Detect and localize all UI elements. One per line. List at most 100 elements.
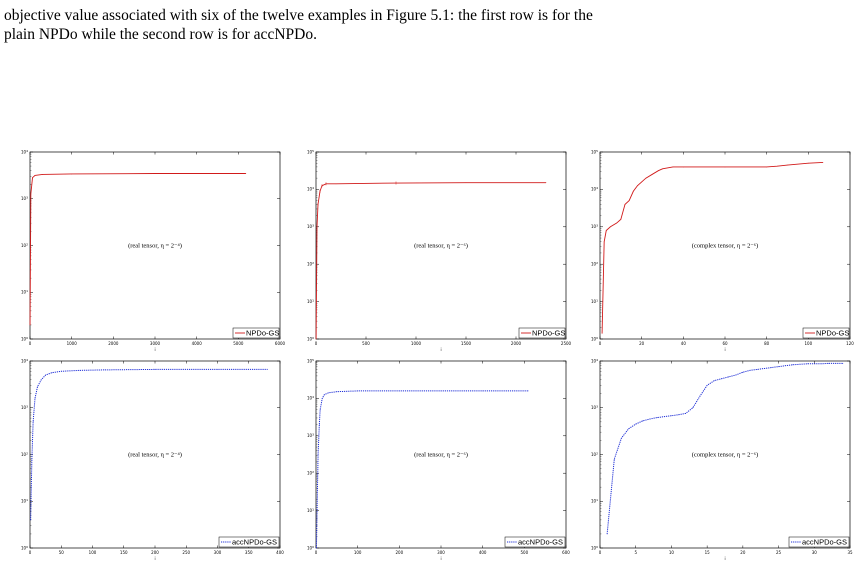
data-point [763,368,765,369]
y-tick-label: 100 [21,545,28,551]
plot-frame [315,151,567,340]
data-point [316,226,318,228]
x-tick-label: 300 [214,550,222,555]
x-tick-label: 50 [59,550,65,555]
data-point [336,391,338,393]
x-axis-label: i [724,347,725,352]
x-tick-label: 4000 [192,341,203,346]
x-axis-label: i [154,347,155,352]
data-point [766,166,768,168]
data-point [685,413,687,414]
data-point [822,162,824,163]
data-point [29,324,31,326]
data-point [656,417,658,418]
data-point [682,166,684,168]
legend-box [232,327,280,339]
data-point [104,369,106,371]
data-point [31,458,33,460]
data-point [692,407,694,409]
x-tick-label: 20 [740,550,746,555]
data-point [642,420,644,422]
y-tick-label: 104 [21,358,28,364]
y-tick-label: 104 [21,149,28,155]
data-point [154,173,156,174]
x-tick-label: 2000 [108,341,119,346]
data-point [321,398,323,399]
data-point [323,394,325,396]
y-tick-label: 105 [307,149,314,155]
data-point [813,363,815,365]
plot-annotation: (real tensor, η = 2⁻⁶) [414,243,468,250]
x-tick-label: 0 [315,341,318,346]
x-tick-label: 150 [120,550,128,555]
caption: objective value associated with six of t… [4,6,859,44]
x-tick-label: 500 [521,550,529,555]
data-point [482,390,484,392]
data-point [628,428,629,430]
data-point [645,177,647,179]
x-tick-label: 20 [639,341,645,346]
plot-annotation: (complex tensor, η = 2⁻⁶) [692,243,758,250]
data-point [806,363,808,365]
data-point [828,362,829,364]
x-tick-label: 600 [562,550,570,555]
plot-row1-col3: 0 20 40 60 80 100 120 i 100 101 102 103 104 105 (compl… [584,148,854,353]
x-tick-label: 60 [722,341,728,346]
x-tick-label: 100 [805,341,813,346]
x-tick-label: 0 [315,550,318,555]
y-tick-label: 102 [21,242,28,248]
y-tick-label: 101 [591,298,598,304]
data-point [663,416,665,417]
x-tick-label: 1500 [461,341,472,346]
data-point [632,190,634,192]
x-tick-label: 120 [846,341,854,346]
plot-annotation: (real tensor, η = 2⁻⁴) [128,452,182,459]
legend-box [788,536,850,548]
x-tick-label: 2000 [511,341,522,346]
data-point [610,226,611,228]
plot-annotation: (real tensor, η = 2⁻⁴) [128,243,182,250]
y-tick-label: 104 [307,186,314,192]
data-point [154,369,156,370]
x-tick-label: 5000 [233,341,244,346]
data-point [315,338,317,340]
y-tick-label: 100 [307,545,314,551]
data-point [713,380,715,381]
x-axis-label: i [440,347,441,352]
y-tick-label: 102 [307,470,314,476]
x-tick-label: 10 [669,550,675,555]
legend-label: NPDo-GS [816,329,849,338]
data-point [628,200,630,201]
data-point [328,392,329,394]
chart-svg: 0 50 100 150 200 250 300 350 400 i 100 101 102 103 104… [21,358,284,561]
data-point [635,423,637,425]
x-axis-label: i [440,556,441,561]
data-point [603,241,605,243]
data-point [528,390,529,392]
x-tick-label: 400 [479,550,487,555]
y-tick-label: 101 [307,298,314,304]
data-point [641,181,643,183]
y-tick-label: 100 [591,336,598,342]
y-tick-label: 102 [307,261,314,267]
data-point [34,175,36,176]
y-tick-label: 101 [307,507,314,513]
data-point [440,390,442,392]
x-tick-label: 6000 [275,341,286,346]
x-tick-label: 100 [89,550,97,555]
caption-line-2: plain NPDo while the second row is for a… [4,26,317,43]
data-point [613,458,615,460]
data-point [799,363,801,365]
data-point [678,414,679,416]
y-tick-label: 102 [591,451,598,457]
chart-svg: 0 1000 2000 3000 4000 5000 6000 i 100 101 102 103 10… [21,149,286,352]
y-tick-label: 100 [21,336,28,342]
y-tick-label: 101 [591,498,598,504]
data-point [620,218,622,220]
data-point [672,166,674,168]
data-point [217,369,218,370]
data-point [545,182,547,184]
series-line [30,368,268,520]
plot-row1-col2: 0 500 1000 1500 2000 2500 i 100 101 102 103 104 105 (… [300,148,572,353]
y-tick-label: 103 [307,224,314,230]
